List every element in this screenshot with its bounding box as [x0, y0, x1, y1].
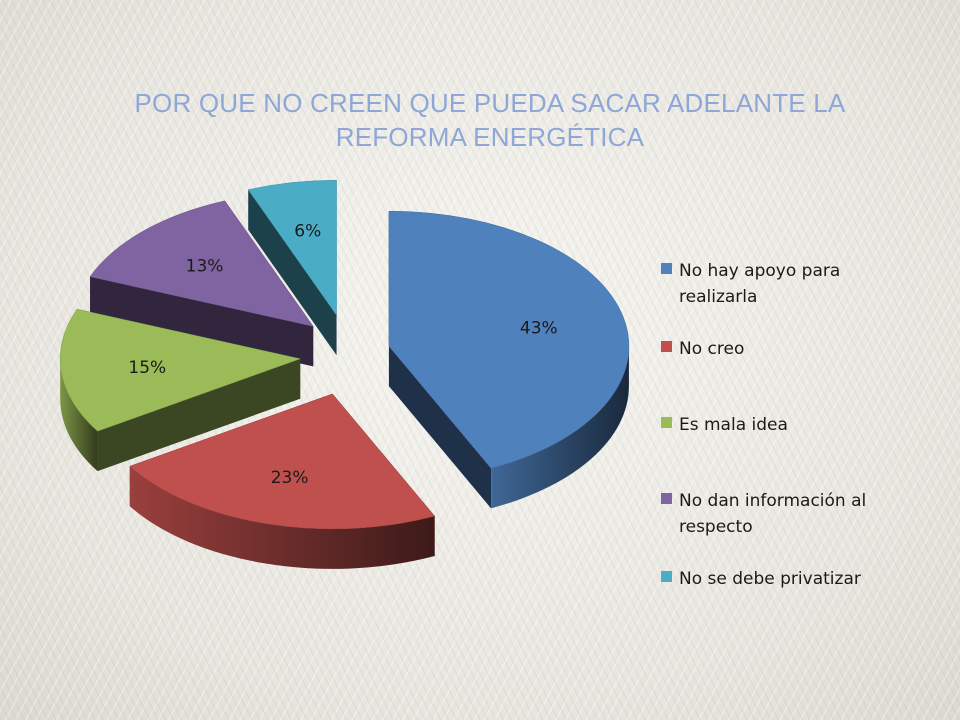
pie-slice-4: [89, 200, 314, 367]
legend-label-3: Es mala idea: [679, 415, 788, 435]
pie-slice-side-2: [129, 466, 435, 569]
legend-item-2: No creo: [661, 336, 909, 362]
legend-swatch-4: [661, 493, 672, 504]
pie-slice-top-5: [247, 179, 337, 317]
pie-slice-top-4: [89, 200, 314, 327]
pie-slice-5: [247, 179, 337, 356]
legend-label-4: No dan información al respecto: [679, 491, 867, 537]
pie-slice-wall-1-2: [388, 346, 492, 509]
pie-slice-wall-4-1: [90, 276, 314, 367]
legend-label-2: No creo: [679, 339, 745, 359]
pie-slice-top-3: [59, 308, 302, 432]
pie-slice-top-2: [129, 393, 436, 530]
legend-swatch-2: [661, 341, 672, 352]
legend-swatch-3: [661, 417, 672, 428]
data-label-5: 6%: [294, 221, 321, 241]
pie-slice-1: [388, 210, 630, 509]
data-label-1: 43%: [520, 318, 558, 338]
legend-item-1: No hay apoyo para realizarla: [661, 258, 909, 310]
pie-slice-side-1: [491, 346, 629, 509]
legend-swatch-5: [661, 571, 672, 582]
page-title: POR QUE NO CREEN QUE PUEDA SACAR ADELANT…: [134, 88, 846, 152]
legend-label-1: No hay apoyo para realizarla: [679, 261, 841, 307]
data-label-3: 15%: [128, 358, 166, 378]
pie-slice-wall-5-1: [248, 189, 337, 356]
pie-slice-3: [59, 308, 302, 472]
legend-swatch-1: [661, 263, 672, 274]
legend-item-3: Es mala idea: [661, 412, 909, 438]
legend-item-4: No dan información al respecto: [661, 488, 909, 540]
pie-slice-side-3: [60, 358, 98, 472]
pie-slice-top-1: [388, 210, 630, 469]
legend-label-5: No se debe privatizar: [679, 569, 861, 589]
data-label-2: 23%: [271, 468, 309, 488]
legend-item-5: No se debe privatizar: [661, 566, 909, 592]
data-label-4: 13%: [186, 256, 224, 276]
pie-slice-2: [129, 393, 436, 569]
